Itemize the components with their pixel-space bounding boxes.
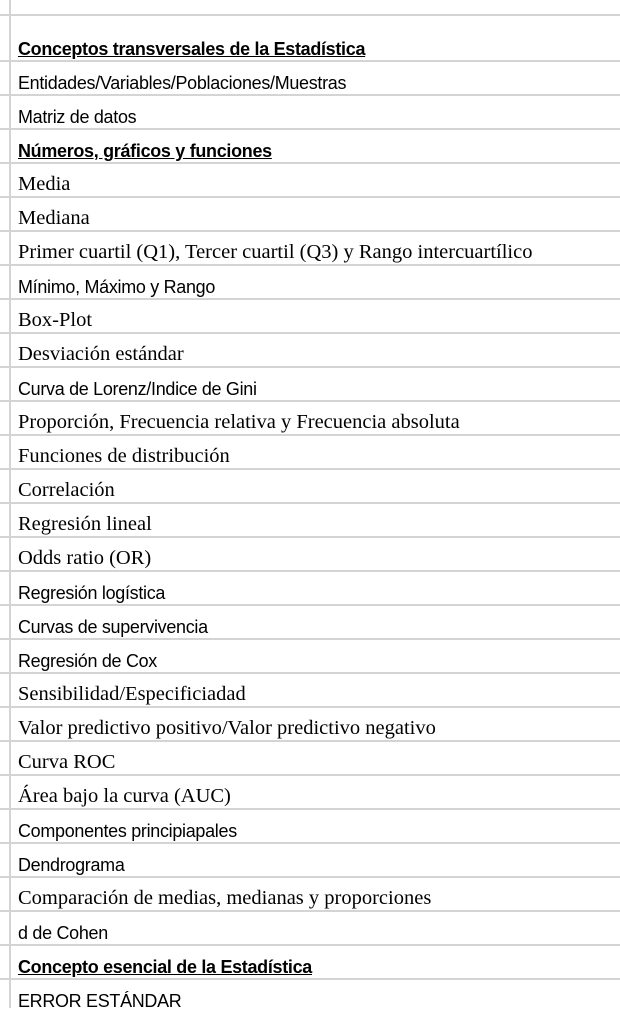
- cell-text: Mínimo, Máximo y Rango: [18, 276, 216, 297]
- cell-text: Regresión logística: [18, 582, 166, 603]
- cell-text: Primer cuartil (Q1), Tercer cuartil (Q3)…: [18, 241, 533, 263]
- cell-text: Media: [18, 173, 71, 195]
- cell-text: Curva ROC: [18, 751, 116, 773]
- table-row[interactable]: Comparación de medias, medianas y propor…: [0, 876, 620, 912]
- cell-text: Curvas de supervivencia: [18, 616, 208, 637]
- table-row[interactable]: Componentes principiapales: [0, 808, 620, 844]
- table-row[interactable]: Funciones de distribución: [0, 434, 620, 470]
- cell-text: Componentes principiapales: [18, 820, 237, 841]
- table-row[interactable]: d de Cohen: [0, 910, 620, 946]
- cell-text: d de Cohen: [18, 922, 108, 943]
- table-row[interactable]: Odds ratio (OR): [0, 536, 620, 572]
- table-row[interactable]: Curva de Lorenz/Indice de Gini: [0, 366, 620, 402]
- section-header-row[interactable]: Concepto esencial de la Estadística: [0, 944, 620, 980]
- cell-text: ERROR ESTÁNDAR: [18, 990, 182, 1011]
- cell-text: Regresión de Cox: [18, 650, 157, 671]
- cell-text: Valor predictivo positivo/Valor predicti…: [18, 717, 436, 739]
- table-row[interactable]: Media: [0, 162, 620, 198]
- cell-text: Concepto esencial de la Estadística: [18, 956, 313, 977]
- cell-text: Matriz de datos: [18, 106, 137, 127]
- cell-text: Números, gráficos y funciones: [18, 140, 272, 161]
- cell-text: Regresión lineal: [18, 513, 152, 535]
- table-row[interactable]: Box-Plot: [0, 298, 620, 334]
- cell-text: Desviación estándar: [18, 343, 184, 365]
- table-row[interactable]: Curvas de supervivencia: [0, 604, 620, 640]
- cell-text: Sensibilidad/Especificiadad: [18, 683, 246, 705]
- column-gridline: [9, 0, 11, 1008]
- cell-text: Correlación: [18, 479, 115, 501]
- cell-text: Odds ratio (OR): [18, 547, 152, 569]
- section-header-row[interactable]: Números, gráficos y funciones: [0, 128, 620, 164]
- table-row[interactable]: Valor predictivo positivo/Valor predicti…: [0, 706, 620, 742]
- table-row[interactable]: Mediana: [0, 196, 620, 232]
- table-row[interactable]: Primer cuartil (Q1), Tercer cuartil (Q3)…: [0, 230, 620, 266]
- section-header-row[interactable]: Conceptos transversales de la Estadístic…: [0, 14, 620, 62]
- table-row[interactable]: Matriz de datos: [0, 94, 620, 130]
- cell-text: Curva de Lorenz/Indice de Gini: [18, 378, 257, 399]
- cell-text: Entidades/Variables/Poblaciones/Muestras: [18, 72, 347, 93]
- cell-text: Conceptos transversales de la Estadístic…: [18, 38, 366, 59]
- cell-text: Box-Plot: [18, 309, 93, 331]
- table-row[interactable]: Curva ROC: [0, 740, 620, 776]
- table-row[interactable]: Área bajo la curva (AUC): [0, 774, 620, 810]
- table-row[interactable]: ERROR ESTÁNDAR: [0, 978, 620, 1014]
- cell-text: Dendrograma: [18, 854, 125, 875]
- table-row[interactable]: Mínimo, Máximo y Rango: [0, 264, 620, 300]
- empty-top-row[interactable]: [0, 0, 620, 14]
- table-row[interactable]: Proporción, Frecuencia relativa y Frecue…: [0, 400, 620, 436]
- table-row[interactable]: Correlación: [0, 468, 620, 504]
- table-row[interactable]: Entidades/Variables/Poblaciones/Muestras: [0, 60, 620, 96]
- cell-text: Funciones de distribución: [18, 445, 230, 467]
- cell-text: Área bajo la curva (AUC): [18, 785, 231, 807]
- table-row[interactable]: Regresión logística: [0, 570, 620, 606]
- cell-text: Mediana: [18, 207, 90, 229]
- table-row[interactable]: Regresión lineal: [0, 502, 620, 538]
- cell-text: Proporción, Frecuencia relativa y Frecue…: [18, 411, 460, 433]
- cell-text: Comparación de medias, medianas y propor…: [18, 887, 432, 909]
- table-row[interactable]: Sensibilidad/Especificiadad: [0, 672, 620, 708]
- table-row[interactable]: Regresión de Cox: [0, 638, 620, 674]
- table-row[interactable]: Desviación estándar: [0, 332, 620, 368]
- table-row[interactable]: Dendrograma: [0, 842, 620, 878]
